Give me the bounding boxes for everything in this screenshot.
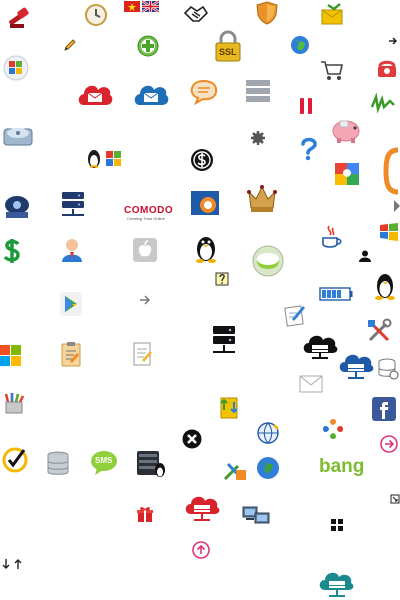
envelope-open-icon[interactable] <box>320 3 344 25</box>
server-stack-icon[interactable] <box>212 325 236 357</box>
cloud-mail-blue-icon[interactable] <box>132 77 170 107</box>
cloud-server-teal-icon[interactable] <box>318 570 356 600</box>
clock-icon[interactable] <box>84 3 108 27</box>
gear-icon[interactable] <box>250 130 266 146</box>
bang-logo: bang <box>319 456 365 477</box>
comodo-tagline: Creating Trust Online <box>127 216 165 221</box>
crown-icon[interactable] <box>247 184 277 214</box>
handshake-icon[interactable] <box>183 3 209 25</box>
globe-earth-icon[interactable] <box>256 456 280 480</box>
add-circle-icon[interactable] <box>137 35 159 57</box>
cloud-server-red-icon[interactable] <box>184 494 220 526</box>
gavel-icon[interactable] <box>6 6 34 30</box>
joomla-icon[interactable] <box>320 416 346 442</box>
user-silhouette-icon[interactable] <box>359 250 371 262</box>
cloud-mail-icon[interactable] <box>76 77 114 107</box>
flag-vietnam-icon[interactable] <box>124 1 140 12</box>
mail-envelope-icon[interactable] <box>299 375 323 393</box>
signature-icon[interactable] <box>370 92 396 114</box>
partner-logo-icon[interactable] <box>190 190 220 216</box>
disk-drive-icon[interactable] <box>252 245 284 277</box>
chevron-right-icon[interactable] <box>394 200 400 212</box>
arrow-right-circle-icon[interactable] <box>380 435 398 453</box>
piggy-bank-icon[interactable] <box>330 113 362 145</box>
storage-stack-icon[interactable] <box>245 79 271 103</box>
close-circle-icon[interactable] <box>182 429 202 449</box>
document-edit-icon[interactable] <box>132 341 154 367</box>
comodo-brand-label: COMODO <box>124 205 174 216</box>
shopping-cart-icon[interactable] <box>320 60 344 82</box>
money-dollar-icon[interactable] <box>3 238 21 264</box>
pencil-icon[interactable] <box>63 38 77 52</box>
small-window-icon[interactable] <box>390 494 400 504</box>
flag-uk-icon[interactable] <box>141 0 160 14</box>
server-linux-icon[interactable] <box>136 450 166 478</box>
google-apps-icon[interactable] <box>334 162 360 186</box>
network-computers-icon[interactable] <box>242 503 270 527</box>
dollar-coin-icon[interactable] <box>190 148 214 172</box>
sms-bubble-icon[interactable]: SMS <box>90 450 118 476</box>
shield-icon[interactable] <box>256 1 278 25</box>
ssl-label: SSL <box>219 47 237 57</box>
pencil-cup-icon[interactable] <box>3 392 25 414</box>
cloud-server-icon[interactable] <box>302 333 338 361</box>
linux-tux-small-icon[interactable] <box>374 272 396 300</box>
apple-icon[interactable] <box>133 238 157 262</box>
database-sync-icon[interactable] <box>377 358 399 380</box>
grid-apps-icon[interactable] <box>330 518 344 532</box>
database-icon[interactable] <box>46 451 70 477</box>
hard-drive-icon[interactable] <box>3 121 33 151</box>
clipboard-edit-icon[interactable] <box>60 341 82 367</box>
admin-tools-icon[interactable] <box>222 458 248 482</box>
facebook-icon[interactable] <box>372 397 396 421</box>
windows-xp-icon[interactable] <box>3 55 29 81</box>
notepad-pen-icon[interactable] <box>283 303 307 327</box>
gift-icon[interactable] <box>136 505 154 523</box>
windows-flag-icon[interactable] <box>379 222 399 242</box>
google-play-icon[interactable] <box>60 292 82 316</box>
ssl-lock-icon[interactable]: SSL <box>214 30 242 62</box>
server-nav-icon[interactable] <box>3 195 31 219</box>
arrow-right-small-icon[interactable] <box>139 294 151 306</box>
globe-network-icon[interactable] <box>256 421 280 445</box>
file-transfer-icon[interactable] <box>215 394 243 420</box>
linux-windows-icon[interactable] <box>86 147 124 169</box>
windows-logo-icon[interactable] <box>0 345 22 367</box>
phone-handset-icon[interactable] <box>383 147 400 195</box>
arrow-right-hook-icon[interactable] <box>388 36 398 46</box>
sort-arrows-icon[interactable] <box>1 558 25 570</box>
arrow-up-circle-icon[interactable] <box>192 541 210 559</box>
pause-icon[interactable] <box>298 97 314 115</box>
server-rack-icon[interactable] <box>60 191 86 219</box>
telephone-icon[interactable] <box>377 60 397 78</box>
java-icon[interactable] <box>319 224 343 250</box>
help-question-icon[interactable] <box>297 136 319 162</box>
globe-icon[interactable] <box>290 35 310 55</box>
user-avatar-icon[interactable] <box>60 237 84 263</box>
chat-bubble-icon[interactable] <box>190 79 218 106</box>
cloud-server-blue-icon[interactable] <box>338 352 374 382</box>
battery-icon[interactable] <box>319 287 353 301</box>
sms-label: SMS <box>95 456 113 465</box>
linux-tux-icon[interactable] <box>194 235 218 263</box>
unknown-file-icon[interactable] <box>215 272 229 286</box>
norton-check-icon[interactable] <box>2 447 28 473</box>
comodo-logo: COMODO <box>124 205 173 216</box>
tools-icon[interactable] <box>366 318 392 344</box>
